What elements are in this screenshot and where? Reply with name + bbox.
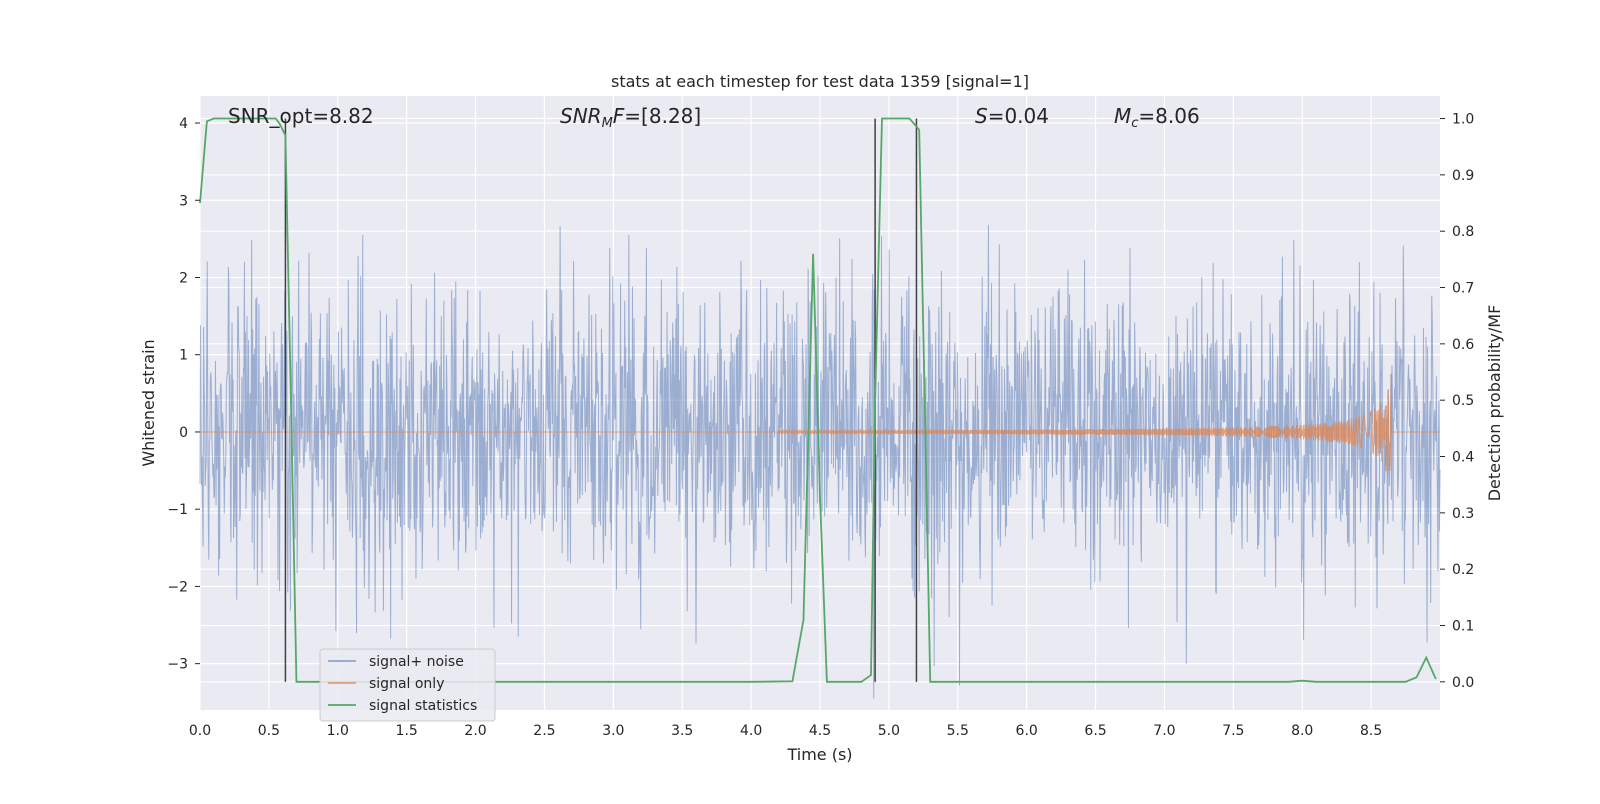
x-tick-label: 3.0 (602, 723, 624, 739)
annotation-snr-opt: SNR_opt=8.82 (228, 104, 374, 128)
x-tick-label: 0.5 (258, 723, 280, 739)
signal-series (200, 373, 1440, 474)
legend-box (319, 648, 496, 722)
signal-line (200, 373, 1440, 474)
annotation-s: S=0.04 (975, 104, 1049, 128)
y-tick-label-left: 4 (179, 116, 188, 132)
x-axis-label: Time (s) (786, 745, 852, 764)
x-tick-label: 1.5 (396, 723, 418, 739)
y-tick-label-left: 2 (179, 270, 188, 286)
annotation-mc: Mc=8.06 (1114, 104, 1200, 131)
y-tick-label-left: −1 (167, 502, 188, 518)
x-tick-label: 6.0 (1016, 723, 1038, 739)
y-tick-label-right: 1.0 (1452, 112, 1474, 128)
x-tick-label: 8.5 (1360, 723, 1382, 739)
statistics-series (199, 117, 1437, 683)
y-tick-label-right: 0.0 (1452, 675, 1474, 691)
legend-label-stats: signal statistics (369, 698, 477, 714)
y-tick-label-left: −3 (167, 657, 188, 673)
y-tick-label-right: 0.1 (1452, 619, 1474, 635)
y-tick-label-left: 3 (179, 193, 188, 209)
y-tick-label-right: 0.4 (1452, 450, 1474, 466)
y-ticks-left: 4 3 2 1 0 −1 −2 −3 (167, 116, 200, 673)
y-tick-label-right: 0.8 (1452, 224, 1474, 240)
annotation-snr-mf: SNRMF=[8.28] (560, 104, 701, 131)
x-tick-label: 7.0 (1153, 723, 1175, 739)
x-tick-label: 4.0 (740, 723, 762, 739)
x-tick-label: 5.0 (878, 723, 900, 739)
y-axis-label-right: Detection probability/MF (1485, 305, 1504, 502)
y-tick-label-right: 0.5 (1452, 393, 1474, 409)
x-tick-label: 2.0 (464, 723, 486, 739)
y-tick-label-right: 0.3 (1452, 506, 1474, 522)
x-tick-label: 6.5 (1084, 723, 1106, 739)
x-tick-label: 2.5 (533, 723, 555, 739)
y-tick-label-right: 0.2 (1452, 562, 1474, 578)
y-tick-label-left: 1 (179, 348, 188, 364)
legend-label-noise: signal+ noise (369, 654, 464, 670)
y-tick-label-right: 0.9 (1452, 168, 1474, 184)
y-tick-label-left: 0 (179, 425, 188, 441)
x-tick-label: 8.0 (1291, 723, 1313, 739)
x-tick-label: 5.5 (947, 723, 969, 739)
x-tick-label: 4.5 (809, 723, 831, 739)
x-tick-label: 0.0 (189, 723, 211, 739)
x-tick-label: 3.5 (671, 723, 693, 739)
y-tick-label-right: 0.6 (1452, 337, 1474, 353)
x-tick-label: 7.5 (1222, 723, 1244, 739)
x-ticks: 0.0 0.5 1.0 1.5 2.0 2.5 3.0 3.5 4.0 4.5 5.0 5.5 6.0 6… (189, 723, 1382, 739)
x-tick-label: 1.0 (327, 723, 349, 739)
y-axis-label-left: Whitened strain (139, 339, 158, 466)
y-tick-label-right: 0.7 (1452, 281, 1474, 297)
y-ticks-right: 1.0 0.9 0.8 0.7 0.6 0.5 0.4 0.3 0.2 0.1 0.0 (1440, 112, 1474, 691)
chart-title: stats at each timestep for test data 135… (611, 72, 1029, 91)
y-tick-label-left: −2 (167, 579, 188, 595)
legend-label-signal: signal only (369, 676, 444, 692)
legend: signal+ noise signal only signal statist… (319, 648, 496, 722)
statistics-line (199, 117, 1437, 683)
